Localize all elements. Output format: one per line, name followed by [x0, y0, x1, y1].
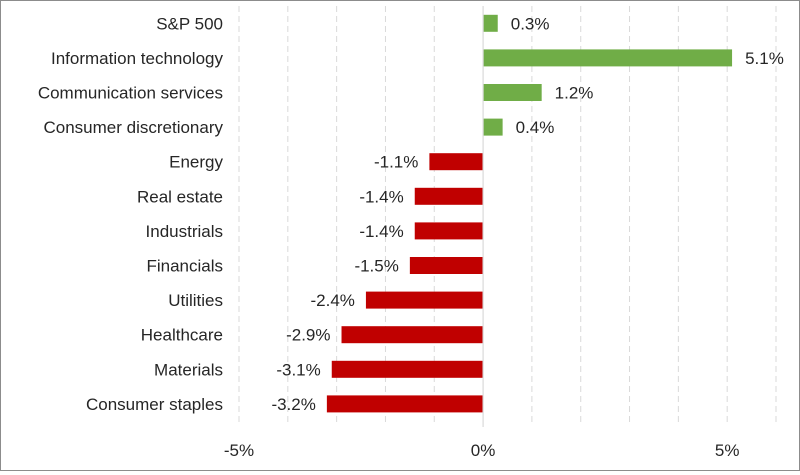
data-labels: 0.3% 5.1% 1.2%0.4% -1.1% -1.4% -1.4% -1.5% -2.4… — [271, 14, 783, 414]
x-tick-label: 0% — [471, 441, 496, 460]
category-label: Communication services — [38, 84, 223, 103]
bar — [483, 84, 542, 101]
bar — [483, 118, 503, 136]
data-label: 0.3% — [511, 14, 550, 33]
category-label: Information technology — [51, 49, 223, 68]
data-label: -3.2% — [271, 395, 315, 414]
data-label: 0.4% — [516, 118, 555, 137]
data-label: -2.4% — [311, 291, 355, 310]
category-labels: S&P 500 Information technology Communicati… — [38, 14, 224, 414]
category-label: Energy — [169, 153, 223, 172]
data-label: -1.4% — [359, 187, 403, 206]
category-label: Industrials — [146, 222, 223, 241]
bar — [331, 360, 484, 378]
category-label: Materials — [154, 360, 223, 379]
bar — [414, 187, 484, 205]
bar — [483, 49, 733, 67]
data-label: -3.1% — [276, 360, 320, 379]
category-label: Real estate — [137, 187, 223, 206]
bars — [326, 14, 733, 413]
bar — [483, 14, 498, 32]
bar — [365, 291, 484, 309]
data-label: 5.1% — [745, 49, 784, 68]
bar — [429, 153, 484, 171]
bar — [414, 222, 484, 240]
bar — [326, 395, 484, 413]
x-axis-tick-labels: -5% 0% 5% — [224, 441, 740, 460]
bar — [409, 257, 484, 274]
category-label: Consumer discretionary — [43, 118, 223, 137]
category-label: S&P 500 — [156, 14, 223, 33]
category-label: Financials — [146, 257, 223, 276]
category-label: Consumer staples — [86, 395, 223, 414]
data-label: -1.1% — [374, 153, 418, 172]
data-label: -1.5% — [354, 257, 398, 276]
x-tick-label: -5% — [224, 441, 254, 460]
data-label: 1.2% — [555, 84, 594, 103]
bar — [341, 326, 484, 344]
data-label: -2.9% — [286, 326, 330, 345]
category-label: Healthcare — [141, 326, 223, 345]
x-tick-label: 5% — [715, 441, 740, 460]
data-label: -1.4% — [359, 222, 403, 241]
category-label: Utilities — [168, 291, 223, 310]
